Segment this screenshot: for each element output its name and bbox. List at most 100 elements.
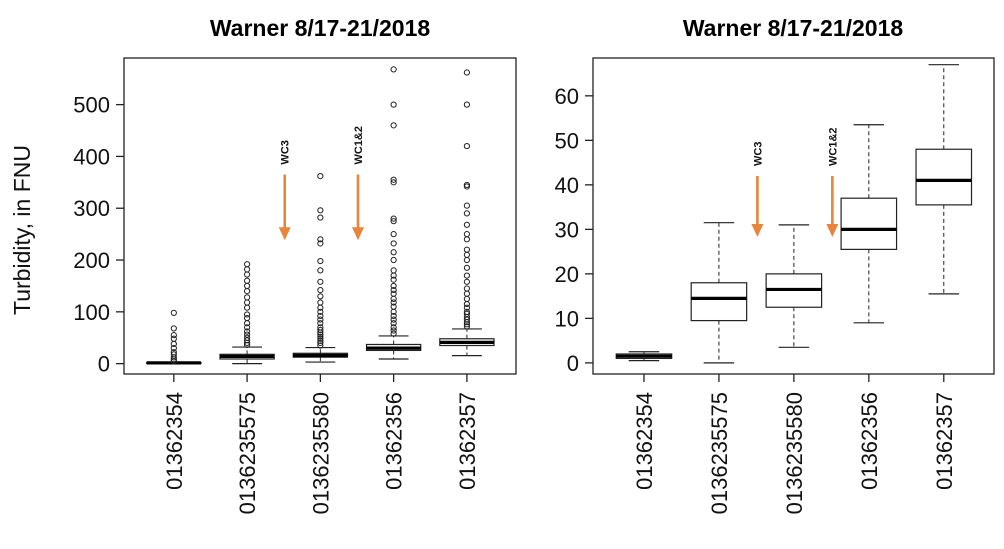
outlier-point bbox=[243, 266, 251, 273]
outlier-point bbox=[463, 251, 471, 258]
outlier-point bbox=[317, 326, 324, 334]
y-tick-label: 300 bbox=[73, 196, 110, 221]
box-0136235575 bbox=[690, 222, 748, 364]
outlier-point bbox=[243, 331, 251, 338]
outlier-point bbox=[463, 142, 471, 150]
chart-panel-2: Warner 8/17-21/2018 0 10 20 30 40 50 60 01362354… bbox=[555, 15, 995, 514]
outlier-point bbox=[463, 285, 471, 292]
outlier-point bbox=[317, 214, 324, 221]
chart-title: Warner 8/17-21/2018 bbox=[683, 15, 904, 41]
outlier-point bbox=[170, 349, 177, 356]
outlier-point bbox=[317, 299, 324, 306]
y-tick-label: 0 bbox=[98, 352, 110, 377]
box-0136235580 bbox=[292, 173, 349, 363]
outlier-point bbox=[390, 218, 397, 225]
outlier-point bbox=[463, 304, 471, 311]
outlier-point bbox=[463, 202, 471, 209]
outlier-point bbox=[317, 293, 324, 300]
outlier-point bbox=[390, 249, 397, 256]
outlier-point bbox=[243, 299, 251, 306]
outlier-point bbox=[317, 337, 324, 344]
annotation-label: WC1&2 bbox=[353, 126, 365, 165]
x-tick-label: 01362354 bbox=[632, 392, 657, 490]
y-axis-label: Turbidity, in FNU bbox=[9, 145, 35, 315]
outlier-point bbox=[170, 351, 177, 358]
outlier-point bbox=[317, 278, 324, 285]
y-tick-label: 400 bbox=[73, 144, 110, 169]
outlier-point bbox=[390, 316, 397, 323]
box-01362357 bbox=[915, 64, 973, 295]
outlier-point bbox=[317, 240, 324, 247]
outlier-point bbox=[243, 282, 251, 290]
outlier-point bbox=[390, 179, 397, 186]
outlier-point bbox=[317, 320, 324, 327]
outlier-point bbox=[390, 327, 397, 334]
y-tick-label: 50 bbox=[555, 128, 579, 153]
outlier-point bbox=[390, 240, 397, 247]
outlier-point bbox=[463, 290, 471, 297]
outlier-point bbox=[317, 257, 324, 265]
box-iqr bbox=[840, 197, 898, 250]
outlier-point bbox=[463, 181, 471, 189]
box-01362354 bbox=[146, 309, 202, 365]
outlier-point bbox=[243, 328, 251, 335]
box-01362356 bbox=[365, 66, 422, 360]
outlier-point bbox=[243, 314, 251, 322]
outlier-point bbox=[243, 334, 251, 341]
outlier-point bbox=[390, 282, 397, 290]
outlier-point bbox=[463, 231, 471, 238]
outlier-point bbox=[317, 308, 324, 315]
y-tick-label: 100 bbox=[73, 300, 110, 325]
outlier-point bbox=[170, 344, 177, 352]
outlier-point bbox=[463, 278, 471, 285]
chart-title: Warner 8/17-21/2018 bbox=[210, 15, 431, 41]
outlier-point bbox=[390, 176, 397, 183]
outlier-point bbox=[317, 286, 324, 294]
outlier-point bbox=[463, 101, 471, 108]
outlier-point bbox=[463, 323, 471, 330]
annotation-wc3: WC3 bbox=[751, 141, 764, 238]
arrow-head bbox=[352, 227, 365, 241]
outlier-point bbox=[390, 231, 397, 238]
arrow-head bbox=[826, 224, 839, 238]
x-tick-label: 0136235575 bbox=[707, 392, 732, 514]
outlier-point bbox=[463, 295, 471, 302]
outlier-point bbox=[243, 294, 251, 301]
y-tick-label: 200 bbox=[73, 248, 110, 273]
outlier-point bbox=[243, 341, 251, 349]
outlier-point bbox=[390, 295, 397, 302]
outlier-point bbox=[317, 316, 324, 323]
outlier-point bbox=[243, 277, 251, 284]
outlier-point bbox=[463, 236, 471, 243]
x-tick-label: 0136235575 bbox=[235, 392, 260, 514]
x-tick-label: 01362356 bbox=[857, 392, 882, 490]
outlier-point bbox=[390, 330, 397, 337]
arrow-head bbox=[751, 224, 764, 238]
outlier-point bbox=[463, 246, 471, 253]
annotation-label: WC3 bbox=[280, 140, 292, 164]
outlier-point bbox=[390, 299, 397, 306]
y-tick-label: 0 bbox=[567, 351, 579, 376]
box-iqr bbox=[915, 148, 973, 206]
outlier-point bbox=[243, 288, 251, 295]
x-tick-label: 01362356 bbox=[382, 392, 407, 490]
annotation-wc1-2: WC1&2 bbox=[826, 127, 839, 238]
outlier-point bbox=[317, 324, 324, 331]
outlier-point bbox=[317, 207, 324, 214]
box-01362354 bbox=[615, 351, 673, 362]
outlier-point bbox=[317, 312, 324, 320]
outlier-point bbox=[243, 271, 251, 278]
outlier-point bbox=[317, 236, 324, 243]
outlier-point bbox=[170, 325, 177, 332]
outlier-point bbox=[390, 286, 397, 294]
outlier-point bbox=[243, 304, 251, 311]
y-tick-label: 500 bbox=[73, 93, 110, 118]
y-tick-label: 10 bbox=[555, 306, 579, 331]
x-tick-label: 0136235580 bbox=[782, 392, 807, 514]
outlier-point bbox=[317, 335, 324, 342]
outlier-point bbox=[170, 309, 177, 316]
annotation-wc1-2: WC1&2 bbox=[352, 126, 365, 241]
outlier-point bbox=[390, 66, 397, 73]
outlier-point bbox=[390, 290, 397, 297]
